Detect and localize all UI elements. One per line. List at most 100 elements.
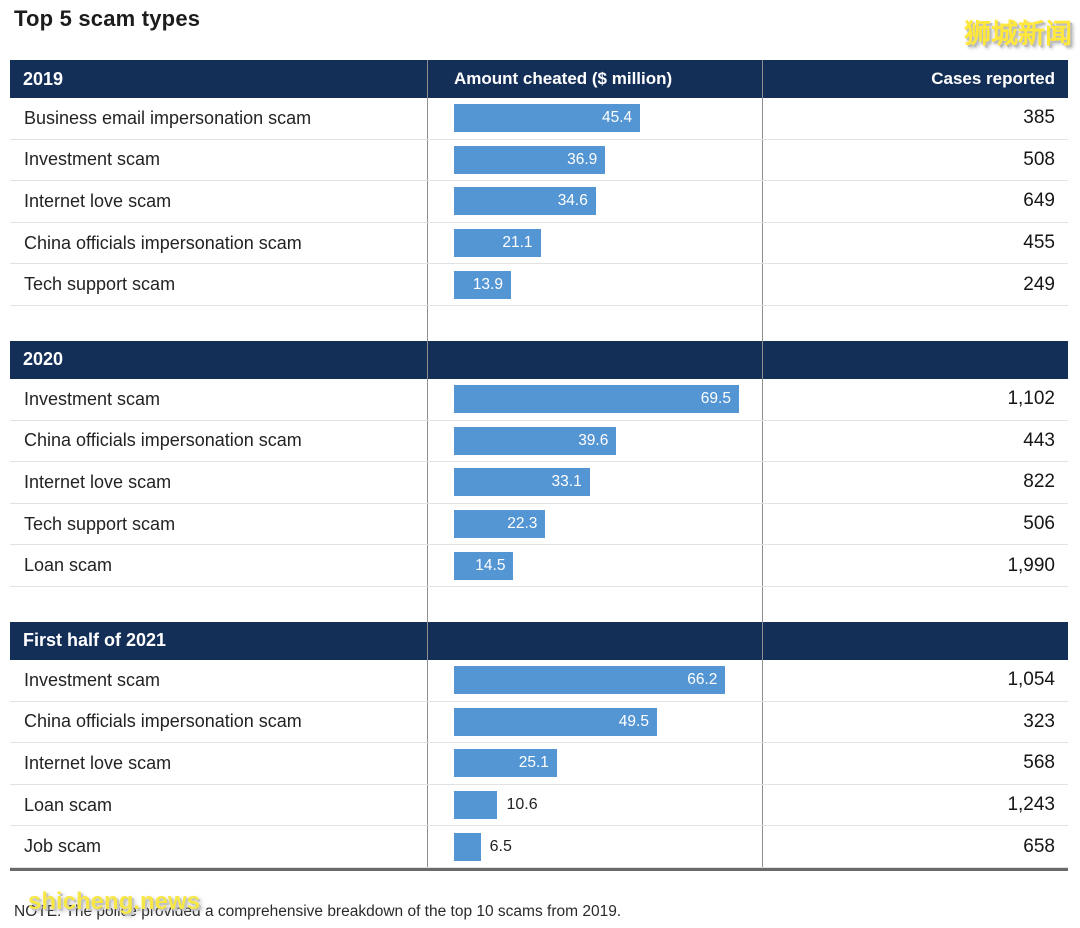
section-year-label: 2019: [10, 60, 428, 98]
section-year-label: 2020: [10, 340, 428, 379]
amount-bar: 33.1: [454, 468, 590, 497]
gap-cell: [10, 586, 428, 622]
scam-row: Loan scam 10.6 1,243: [10, 784, 1068, 827]
scam-row: Internet love scam 33.1 822: [10, 462, 1068, 504]
scam-row: Job scam 6.5 658: [10, 826, 1068, 868]
scam-name: China officials impersonation scam: [10, 222, 428, 264]
amount-bar: [454, 832, 481, 861]
scam-name: China officials impersonation scam: [10, 420, 428, 462]
scam-row: China officials impersonation scam 49.5 …: [10, 701, 1068, 744]
amount-bar-cell: 6.5: [428, 826, 763, 867]
amount-value-label: 45.4: [601, 109, 633, 127]
scam-row: Loan scam 14.5 1,990: [10, 545, 1068, 587]
cases-value: 649: [1023, 190, 1055, 212]
amount-bar-cell: 45.4: [428, 98, 763, 139]
amount-value-label: 69.5: [700, 390, 731, 408]
amount-bar: [454, 791, 498, 820]
scam-row: China officials impersonation scam 21.1 …: [10, 222, 1068, 265]
cases-column-header: [763, 341, 1068, 379]
cases-value: 443: [1023, 429, 1055, 451]
note-text: NOTE: The police provided a comprehensiv…: [14, 903, 622, 920]
scam-row: Internet love scam 34.6 649: [10, 181, 1068, 223]
amount-bar: 13.9: [454, 270, 511, 299]
amount-value-label: 66.2: [687, 671, 718, 689]
amount-column-header: [428, 340, 763, 379]
scam-name: Job scam: [10, 826, 428, 867]
cases-value: 1,102: [1007, 388, 1055, 410]
cases-value: 385: [1023, 107, 1055, 129]
gap-cell: [763, 306, 1068, 341]
scam-row: Tech support scam 22.3 506: [10, 503, 1068, 546]
amount-bar: 66.2: [454, 666, 726, 695]
amount-value-label: 25.1: [518, 754, 549, 772]
scam-name: Tech support scam: [10, 503, 428, 545]
amount-bar: 39.6: [454, 426, 617, 455]
amount-bar: 21.1: [454, 229, 541, 258]
scam-row: Investment scam 69.5 1,102: [10, 378, 1068, 421]
scam-row: Business email impersonation scam 45.4 3…: [10, 98, 1068, 140]
cases-column-header: [763, 622, 1068, 660]
cases-value: 568: [1023, 752, 1055, 774]
amount-bar-cell: 69.5: [428, 378, 763, 420]
scam-name: Loan scam: [10, 784, 428, 826]
amount-bar-cell: 34.6: [428, 181, 763, 222]
gap-cell: [763, 587, 1068, 622]
amount-bar-cell: 33.1: [428, 462, 763, 503]
section-header-row: First half of 2021: [10, 621, 1068, 660]
cases-value: 822: [1023, 471, 1055, 493]
amount-bar-cell: 39.6: [428, 420, 763, 462]
amount-column-header: Amount cheated ($ million): [428, 60, 763, 98]
amount-bar: 69.5: [454, 385, 739, 414]
scam-row: Investment scam 66.2 1,054: [10, 659, 1068, 702]
cases-value: 1,054: [1007, 669, 1055, 691]
section-gap: [10, 305, 1068, 341]
amount-value-label: 22.3: [507, 515, 538, 533]
scam-name: China officials impersonation scam: [10, 701, 428, 743]
cases-value: 455: [1023, 232, 1055, 254]
amount-value-label: 21.1: [502, 234, 533, 252]
amount-bar: 14.5: [454, 551, 514, 580]
scam-name: Investment scam: [10, 378, 428, 420]
scam-name: Internet love scam: [10, 181, 428, 222]
amount-bar-cell: 21.1: [428, 222, 763, 264]
watermark-chinese-logo: 狮城新闻: [964, 19, 1072, 49]
amount-value-label-outside: 10.6: [506, 796, 538, 814]
scam-name: Loan scam: [10, 545, 428, 586]
amount-value-label: 36.9: [567, 150, 598, 168]
scam-name: Tech support scam: [10, 264, 428, 305]
amount-bar-cell: 49.5: [428, 701, 763, 743]
amount-bar: 49.5: [454, 707, 657, 736]
section-gap: [10, 586, 1068, 622]
amount-bar-cell: 13.9: [428, 264, 763, 305]
amount-bar: 36.9: [454, 145, 606, 174]
cases-value: 1,990: [1007, 554, 1055, 576]
gap-cell: [428, 305, 763, 341]
section-year-label: First half of 2021: [10, 621, 428, 660]
section-header-row: 2019 Amount cheated ($ million) Cases re…: [10, 60, 1068, 98]
scam-row: China officials impersonation scam 39.6 …: [10, 420, 1068, 463]
cases-column-header: Cases reported: [931, 69, 1055, 88]
section-header-row: 2020: [10, 340, 1068, 379]
cases-value: 323: [1023, 710, 1055, 732]
amount-value-label-outside: 6.5: [489, 837, 512, 855]
scam-name: Investment scam: [10, 659, 428, 701]
amount-value-label: 13.9: [472, 275, 503, 293]
scam-row: Internet love scam 25.1 568: [10, 743, 1068, 785]
amount-bar: 45.4: [454, 104, 641, 133]
amount-column-header: [428, 621, 763, 660]
amount-value-label: 34.6: [557, 192, 588, 210]
amount-value-label: 49.5: [618, 712, 649, 730]
cases-value: 658: [1023, 835, 1055, 857]
amount-bar-cell: 10.6: [428, 784, 763, 826]
watermark-site-name: shicheng.news: [28, 888, 201, 915]
cases-value: 508: [1023, 148, 1055, 170]
amount-bar: 25.1: [454, 749, 557, 778]
year-section: First half of 2021 Investment scam 66.2 …: [10, 621, 1068, 868]
year-section: 2019 Amount cheated ($ million) Cases re…: [10, 60, 1068, 341]
amount-bar-cell: 14.5: [428, 545, 763, 586]
gap-cell: [10, 305, 428, 341]
amount-bar-cell: 25.1: [428, 743, 763, 784]
scam-row: Investment scam 36.9 508: [10, 139, 1068, 182]
scam-row: Tech support scam 13.9 249: [10, 264, 1068, 306]
